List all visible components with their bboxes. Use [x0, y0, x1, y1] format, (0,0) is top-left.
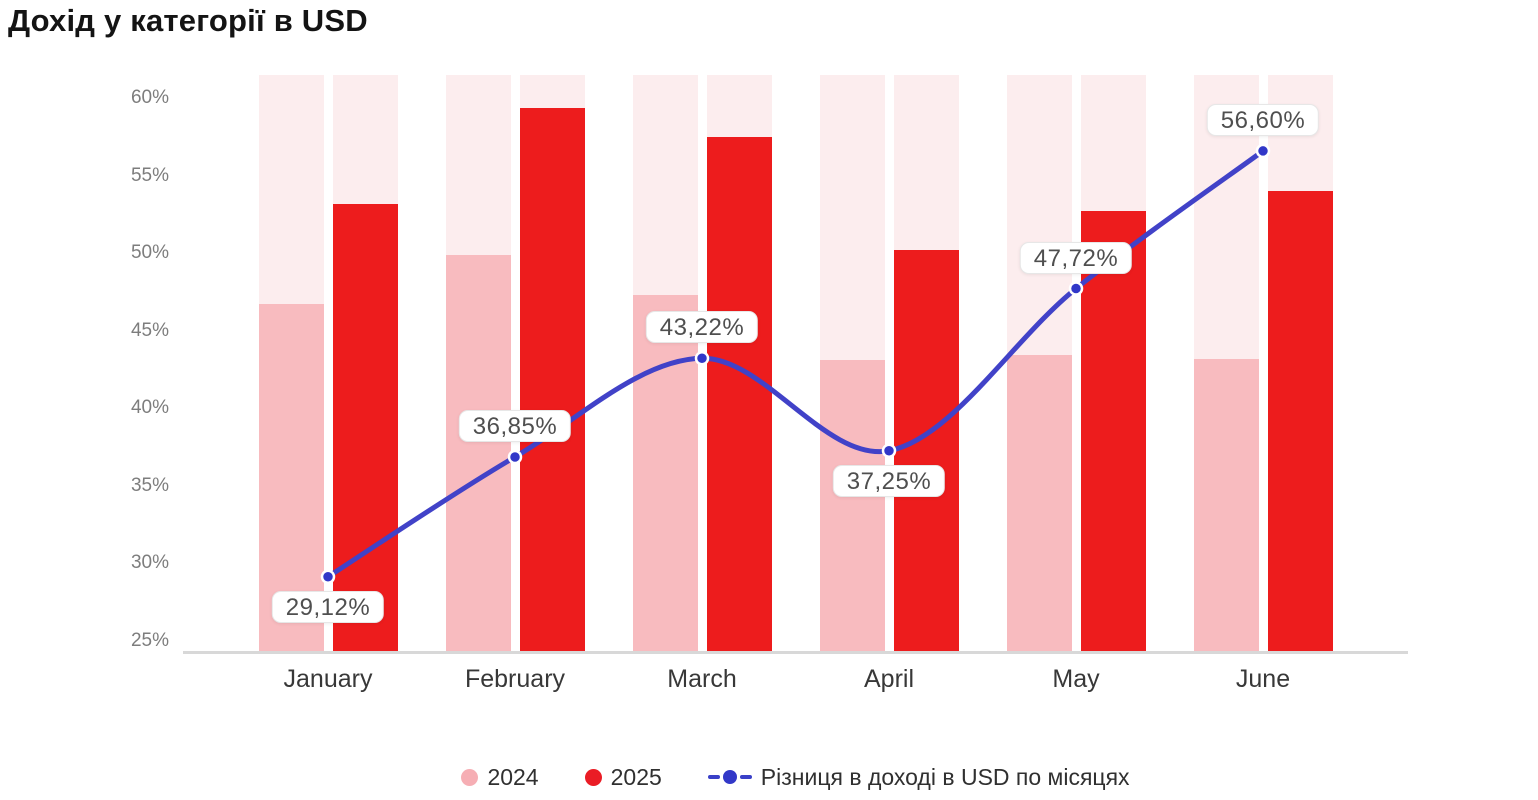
y-axis-tick-label: 50%: [130, 242, 169, 264]
bar-2024-april: [819, 360, 885, 651]
data-point-callout: 47,72%: [1019, 241, 1133, 274]
data-point-dot: [320, 569, 336, 585]
bar-2024-june: [1193, 358, 1259, 651]
data-point-callout: 29,12%: [271, 590, 385, 623]
x-axis-line: [183, 651, 1408, 654]
data-point-dot: [507, 449, 523, 465]
bar-2025-june: [1267, 191, 1333, 651]
bar-2025-april: [893, 250, 959, 651]
bar-2024-march: [632, 295, 698, 651]
legend-label-2024: 2024: [487, 763, 539, 790]
bar-2025-january: [332, 203, 398, 651]
chart-title: Дохід у категорії в USD: [8, 3, 368, 38]
x-axis-label-june: June: [1235, 665, 1291, 693]
bar-2024-may: [1006, 355, 1072, 651]
y-axis-tick-label: 55%: [130, 164, 169, 186]
legend-swatch-2025-icon: [584, 768, 602, 786]
data-point-callout: 36,85%: [458, 409, 572, 442]
bar-2025-february: [519, 107, 585, 651]
legend-line-marker-icon: [707, 770, 752, 784]
legend-label-diff-line: Різниця в доході в USD по місяцях: [760, 763, 1130, 790]
x-axis-label-may: May: [1052, 665, 1100, 693]
data-point-callout: 56,60%: [1206, 103, 1320, 136]
x-axis-label-february: February: [464, 665, 566, 693]
data-point-callout: 43,22%: [645, 311, 759, 344]
x-axis-label-march: March: [667, 665, 737, 693]
plot-area: 29,12% 36,85% 43,22% 37,25% 47,72% 56,60% 25%…: [131, 75, 1408, 693]
bar-2025-may: [1080, 211, 1146, 651]
data-point-dot: [1068, 281, 1084, 296]
legend-label-2025: 2025: [610, 763, 662, 790]
x-axis-label-april: April: [863, 665, 915, 693]
legend-item-2024: 2024: [461, 763, 539, 791]
y-axis-tick-label: 40%: [130, 397, 169, 419]
data-point-callout: 37,25%: [832, 464, 946, 497]
diff-line: [325, 148, 1266, 580]
y-axis-tick-label: 30%: [130, 552, 169, 574]
y-axis-tick-label: 60%: [130, 87, 169, 109]
data-point-dot: [694, 351, 710, 366]
legend: 2024 2025 Різниця в доході в USD по міся…: [183, 757, 1408, 797]
bar-2024-february: [445, 254, 511, 651]
legend-swatch-2024-icon: [461, 768, 479, 786]
x-axis-label-january: January: [283, 665, 373, 693]
y-axis-tick-label: 45%: [130, 319, 169, 341]
bar-2025-march: [706, 136, 772, 651]
y-axis-tick-label: 25%: [130, 629, 169, 651]
legend-item-diff-line: Різниця в доході в USD по місяцях: [707, 763, 1130, 791]
diff-line-layer: [320, 143, 1271, 585]
data-point-dot: [881, 443, 897, 459]
legend-item-2025: 2025: [584, 763, 662, 791]
y-axis-tick-label: 35%: [130, 474, 169, 496]
data-point-dot: [1255, 143, 1271, 159]
